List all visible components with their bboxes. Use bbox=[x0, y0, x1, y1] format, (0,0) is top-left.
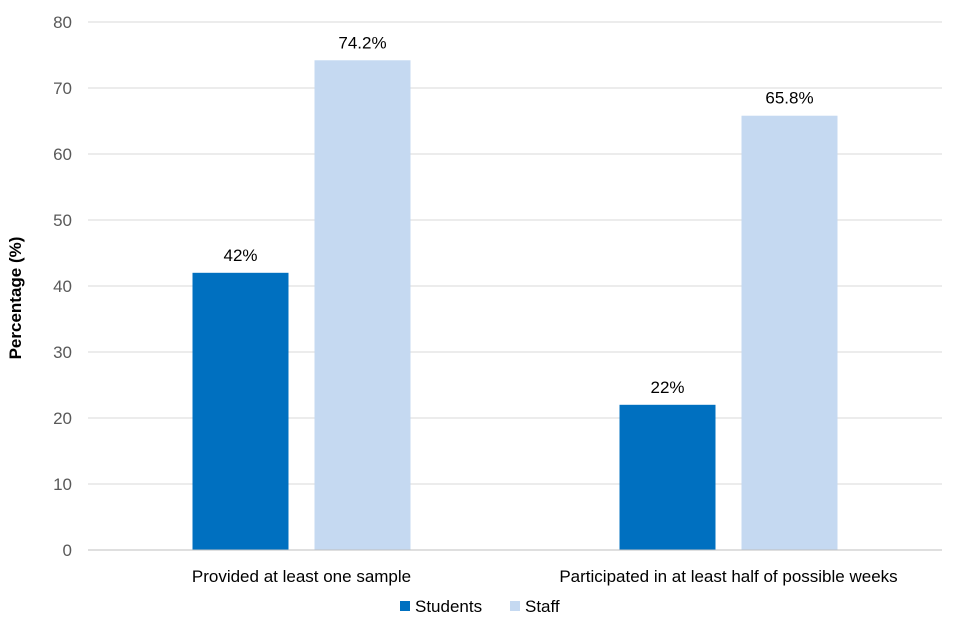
bars bbox=[192, 60, 838, 550]
y-tick-label: 80 bbox=[53, 13, 72, 32]
y-tick-label: 60 bbox=[53, 145, 72, 164]
bar-staff-1 bbox=[741, 115, 838, 550]
bar-students-0 bbox=[192, 272, 289, 550]
y-tick-label: 30 bbox=[53, 343, 72, 362]
data-label-staff-1: 65.8% bbox=[765, 89, 813, 108]
category-labels: Provided at least one sample Participated… bbox=[192, 567, 898, 586]
y-tick-label: 50 bbox=[53, 211, 72, 230]
data-labels: 42% 74.2% 22% 65.8% bbox=[223, 33, 813, 397]
data-label-students-0: 42% bbox=[223, 246, 257, 265]
legend-swatch-staff bbox=[510, 601, 520, 611]
y-tick-label: 40 bbox=[53, 277, 72, 296]
y-tick-label: 0 bbox=[63, 541, 72, 560]
y-tick-label: 70 bbox=[53, 79, 72, 98]
legend: Students Staff bbox=[400, 597, 560, 616]
y-tick-label: 20 bbox=[53, 409, 72, 428]
y-tick-label: 10 bbox=[53, 475, 72, 494]
bar-students-1 bbox=[619, 404, 716, 550]
data-label-staff-0: 74.2% bbox=[338, 33, 386, 52]
x-category-label: Provided at least one sample bbox=[192, 567, 411, 586]
legend-label-students: Students bbox=[415, 597, 482, 616]
x-category-label: Participated in at least half of possibl… bbox=[559, 567, 897, 586]
y-axis-label: Percentage (%) bbox=[6, 237, 25, 360]
legend-swatch-students bbox=[400, 601, 410, 611]
data-label-students-1: 22% bbox=[650, 378, 684, 397]
y-axis-ticks: 0 10 20 30 40 50 60 70 80 bbox=[53, 13, 72, 560]
bar-staff-0 bbox=[314, 60, 411, 550]
legend-label-staff: Staff bbox=[525, 597, 560, 616]
